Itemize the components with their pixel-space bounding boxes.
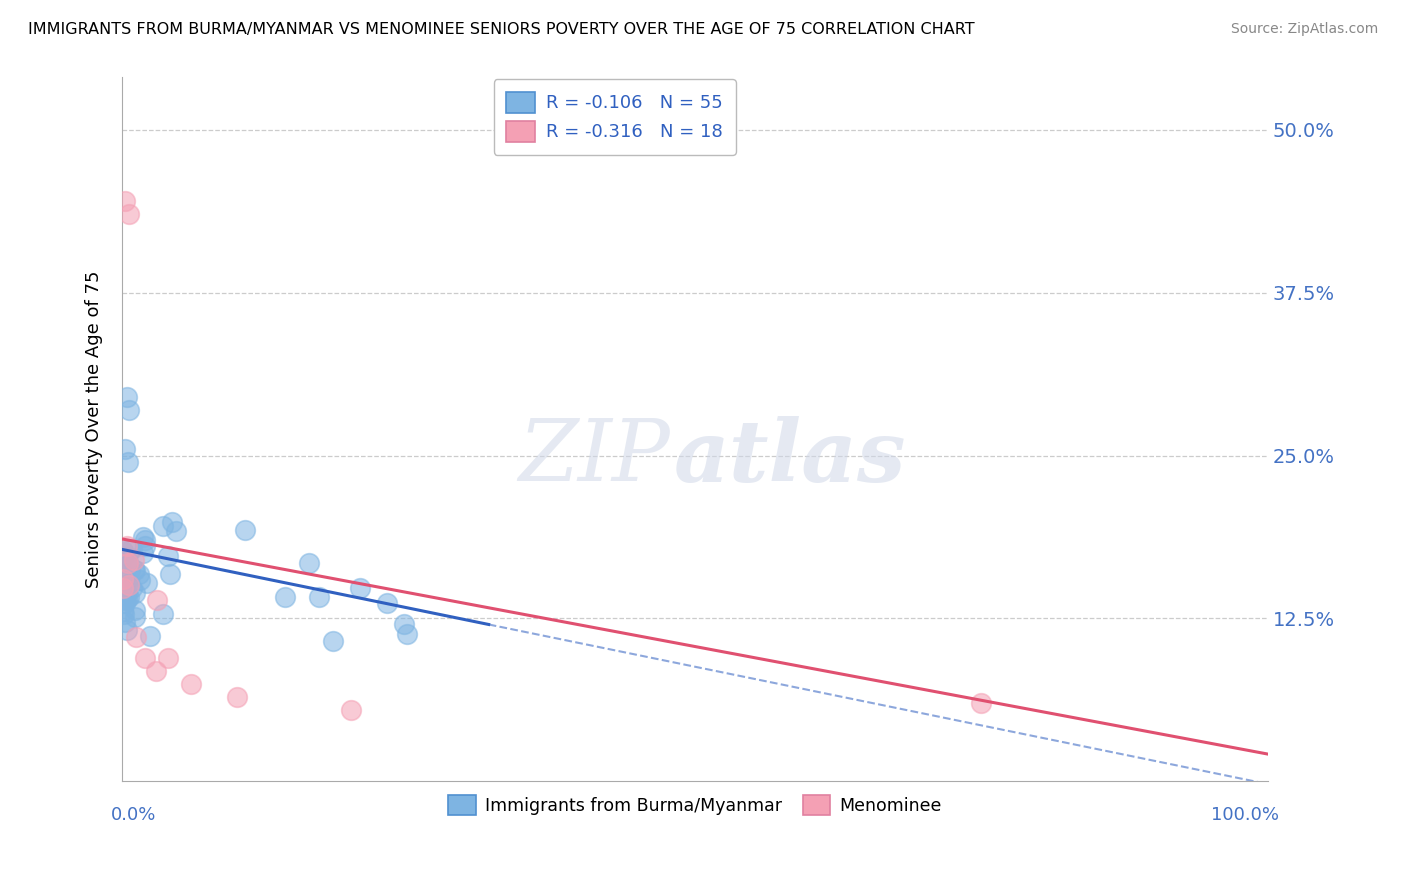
Point xyxy=(392,617,415,632)
Point xyxy=(115,574,138,589)
Point xyxy=(112,583,135,598)
Point xyxy=(115,585,138,599)
Point xyxy=(124,603,146,617)
Point xyxy=(122,553,145,567)
Point xyxy=(114,593,136,607)
Y-axis label: Seniors Poverty Over the Age of 75: Seniors Poverty Over the Age of 75 xyxy=(86,270,103,588)
Text: 0.0%: 0.0% xyxy=(111,806,156,824)
Point xyxy=(135,575,157,590)
Point xyxy=(117,556,139,570)
Point xyxy=(114,442,136,456)
Point xyxy=(114,577,136,591)
Point xyxy=(349,581,371,595)
Point xyxy=(129,573,152,587)
Point xyxy=(124,586,146,600)
Text: 100.0%: 100.0% xyxy=(1211,806,1279,824)
Legend: Immigrants from Burma/Myanmar, Menominee: Immigrants from Burma/Myanmar, Menominee xyxy=(441,789,949,822)
Point xyxy=(121,542,143,557)
Point xyxy=(134,533,156,548)
Point xyxy=(298,557,321,571)
Point xyxy=(308,590,330,604)
Point xyxy=(165,524,187,538)
Text: ZIP: ZIP xyxy=(517,417,669,499)
Text: atlas: atlas xyxy=(675,416,907,500)
Point xyxy=(112,551,135,566)
Point xyxy=(118,578,141,592)
Point xyxy=(117,555,139,569)
Point xyxy=(124,610,146,624)
Point xyxy=(112,566,135,581)
Point xyxy=(225,690,247,704)
Point xyxy=(145,664,167,678)
Point xyxy=(115,623,138,637)
Point xyxy=(970,696,993,710)
Point xyxy=(159,567,181,582)
Point xyxy=(112,604,135,618)
Point xyxy=(112,549,135,563)
Point xyxy=(115,591,138,606)
Point xyxy=(114,615,136,629)
Point xyxy=(132,546,155,560)
Point xyxy=(152,519,174,533)
Point xyxy=(128,566,150,581)
Point xyxy=(114,596,136,610)
Point xyxy=(112,543,135,558)
Point xyxy=(233,523,256,537)
Point xyxy=(118,207,141,221)
Point xyxy=(134,650,156,665)
Point xyxy=(180,676,202,690)
Text: IMMIGRANTS FROM BURMA/MYANMAR VS MENOMINEE SENIORS POVERTY OVER THE AGE OF 75 CO: IMMIGRANTS FROM BURMA/MYANMAR VS MENOMIN… xyxy=(28,22,974,37)
Point xyxy=(120,542,142,557)
Point xyxy=(117,590,139,604)
Point xyxy=(274,590,297,604)
Point xyxy=(117,539,139,553)
Point xyxy=(114,194,136,209)
Point xyxy=(112,581,135,595)
Point xyxy=(134,539,156,553)
Point xyxy=(112,544,135,558)
Point xyxy=(124,563,146,577)
Point xyxy=(146,592,169,607)
Point xyxy=(396,626,419,640)
Point xyxy=(138,629,160,643)
Text: Source: ZipAtlas.com: Source: ZipAtlas.com xyxy=(1230,22,1378,37)
Point xyxy=(131,530,153,544)
Point xyxy=(121,581,143,595)
Point xyxy=(112,573,135,587)
Point xyxy=(124,563,146,577)
Point xyxy=(117,455,139,469)
Point xyxy=(125,630,148,644)
Point xyxy=(375,596,398,610)
Point xyxy=(157,549,180,563)
Point xyxy=(160,515,183,529)
Point xyxy=(156,650,179,665)
Point xyxy=(152,607,174,621)
Point xyxy=(115,390,138,404)
Point xyxy=(118,403,141,417)
Point xyxy=(322,634,344,648)
Point xyxy=(118,562,141,576)
Point xyxy=(112,607,135,622)
Point xyxy=(340,703,363,717)
Point xyxy=(114,581,136,595)
